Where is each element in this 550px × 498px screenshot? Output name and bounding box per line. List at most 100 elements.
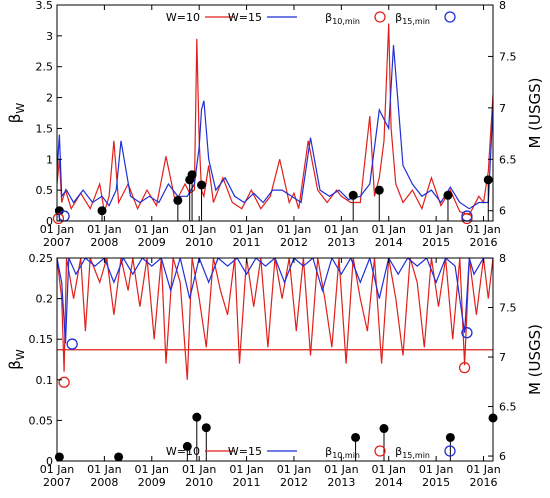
x-tick-label-date: 01 Jan [135, 463, 169, 476]
series-line-w10 [57, 23, 493, 216]
x-tick-label-year: 2010 [185, 236, 213, 249]
earthquake-marker [445, 432, 455, 442]
legend-swatch-circle [374, 445, 386, 457]
y-tick-label: 0 [46, 455, 53, 468]
x-tick-label-date: 01 Jan [229, 463, 263, 476]
y2-tick-label: 6.5 [499, 153, 517, 166]
x-tick-label-date: 01 Jan [182, 223, 216, 236]
legend-label: W=15 [228, 445, 262, 458]
y-tick-label: 0.25 [29, 252, 54, 265]
x-tick-label-year: 2011 [233, 476, 261, 489]
x-tick-label-date: 01 Jan [466, 223, 500, 236]
x-tick-label-year: 2015 [422, 476, 450, 489]
y-tick-label: 1 [46, 153, 53, 166]
y2-tick-label: 8 [499, 252, 506, 265]
earthquake-marker [374, 185, 384, 195]
x-tick-label-date: 01 Jan [419, 463, 453, 476]
y2-tick-label: 7.5 [499, 302, 517, 315]
legend-swatch-circle [444, 445, 456, 457]
x-tick-label-year: 2012 [280, 476, 308, 489]
y-tick-label: 0.15 [29, 333, 54, 346]
beta-min-marker [66, 338, 78, 350]
x-tick-label-date: 01 Jan [40, 463, 74, 476]
y-tick-label: 2.5 [36, 61, 54, 74]
y-axis-title: βW [6, 103, 27, 124]
x-tick-label-year: 2008 [90, 236, 118, 249]
x-tick-label-date: 01 Jan [135, 223, 169, 236]
x-tick-label-date: 01 Jan [87, 463, 121, 476]
x-tick-label-year: 2016 [470, 476, 498, 489]
legend-label: W=10 [166, 445, 200, 458]
legend-label: β15,min [395, 11, 430, 26]
x-tick-label-year: 2016 [470, 236, 498, 249]
legend-label: W=10 [166, 11, 200, 24]
y-tick-label: 1.5 [36, 122, 54, 135]
x-tick-label-date: 01 Jan [87, 223, 121, 236]
x-tick-label-year: 2014 [375, 236, 403, 249]
earthquake-marker [351, 432, 361, 442]
earthquake-marker [379, 424, 389, 434]
legend-label: W=15 [228, 11, 262, 24]
earthquake-marker [114, 452, 124, 462]
x-tick-label-date: 01 Jan [372, 463, 406, 476]
x-tick-label-year: 2007 [43, 476, 71, 489]
x-tick-label-year: 2007 [43, 236, 71, 249]
y2-tick-label: 8 [499, 0, 506, 12]
beta-min-marker [52, 212, 65, 225]
y2-axis-title: M (USGS) [526, 324, 544, 395]
y2-axis-title: M (USGS) [526, 77, 544, 148]
plot-frame [56, 257, 494, 462]
earthquake-marker [54, 452, 64, 462]
y2-tick-label: 6 [499, 450, 506, 463]
series-line-w15 [57, 45, 493, 210]
x-tick-label-year: 2012 [280, 236, 308, 249]
x-tick-label-year: 2013 [327, 236, 355, 249]
beta-min-marker [461, 210, 473, 222]
legend-label: β10,min [325, 11, 360, 26]
x-tick-label-year: 2008 [90, 476, 118, 489]
x-tick-label-year: 2009 [138, 476, 166, 489]
x-tick-label-year: 2010 [185, 476, 213, 489]
x-tick-label-year: 2011 [233, 236, 261, 249]
earthquake-marker [173, 195, 183, 205]
x-tick-label-year: 2009 [138, 236, 166, 249]
x-tick-label-year: 2013 [327, 476, 355, 489]
y-tick-label: 3 [46, 30, 53, 43]
y-tick-label: 0.2 [36, 293, 54, 306]
legend-label: β10,min [325, 445, 360, 460]
earthquake-marker [182, 441, 192, 451]
x-tick-label-date: 01 Jan [277, 223, 311, 236]
y-tick-label: 3.5 [36, 0, 54, 12]
y-axis-title: βW [6, 349, 27, 370]
earthquake-marker [443, 190, 453, 200]
beta-min-marker [461, 327, 473, 339]
earthquake-marker [483, 175, 493, 185]
plot-frame [56, 4, 494, 222]
legend-swatch-circle [374, 11, 386, 23]
legend-label: β15,min [395, 445, 430, 460]
x-tick-label-date: 01 Jan [419, 223, 453, 236]
earthquake-marker [197, 180, 207, 190]
beta-min-marker [58, 376, 70, 388]
x-tick-label-date: 01 Jan [324, 463, 358, 476]
y-tick-label: 0.05 [29, 414, 54, 427]
x-tick-label-date: 01 Jan [229, 223, 263, 236]
y2-tick-label: 6 [499, 205, 506, 218]
series-line-w15 [57, 258, 493, 344]
y-tick-label: 0.5 [36, 184, 54, 197]
y-tick-label: 2 [46, 92, 53, 105]
legend-swatch-circle [444, 11, 456, 23]
top-panel: 0 0.5 1 1.5 2 2.5 3 3.5 6 6.5 7 7.5 8 01 Jan 2007 01 Ja… [6, 0, 544, 249]
x-tick-label-year: 2014 [375, 476, 403, 489]
y2-tick-label: 7 [499, 102, 506, 115]
y2-tick-label: 7 [499, 351, 506, 364]
x-tick-label-year: 2015 [422, 236, 450, 249]
earthquake-marker [201, 423, 211, 433]
y-tick-label: 0 [46, 215, 53, 228]
y2-tick-label: 7.5 [499, 50, 517, 63]
earthquake-marker [192, 412, 202, 422]
earthquake-marker [185, 175, 195, 185]
beta-min-marker [458, 361, 471, 374]
x-tick-label-date: 01 Jan [466, 463, 500, 476]
